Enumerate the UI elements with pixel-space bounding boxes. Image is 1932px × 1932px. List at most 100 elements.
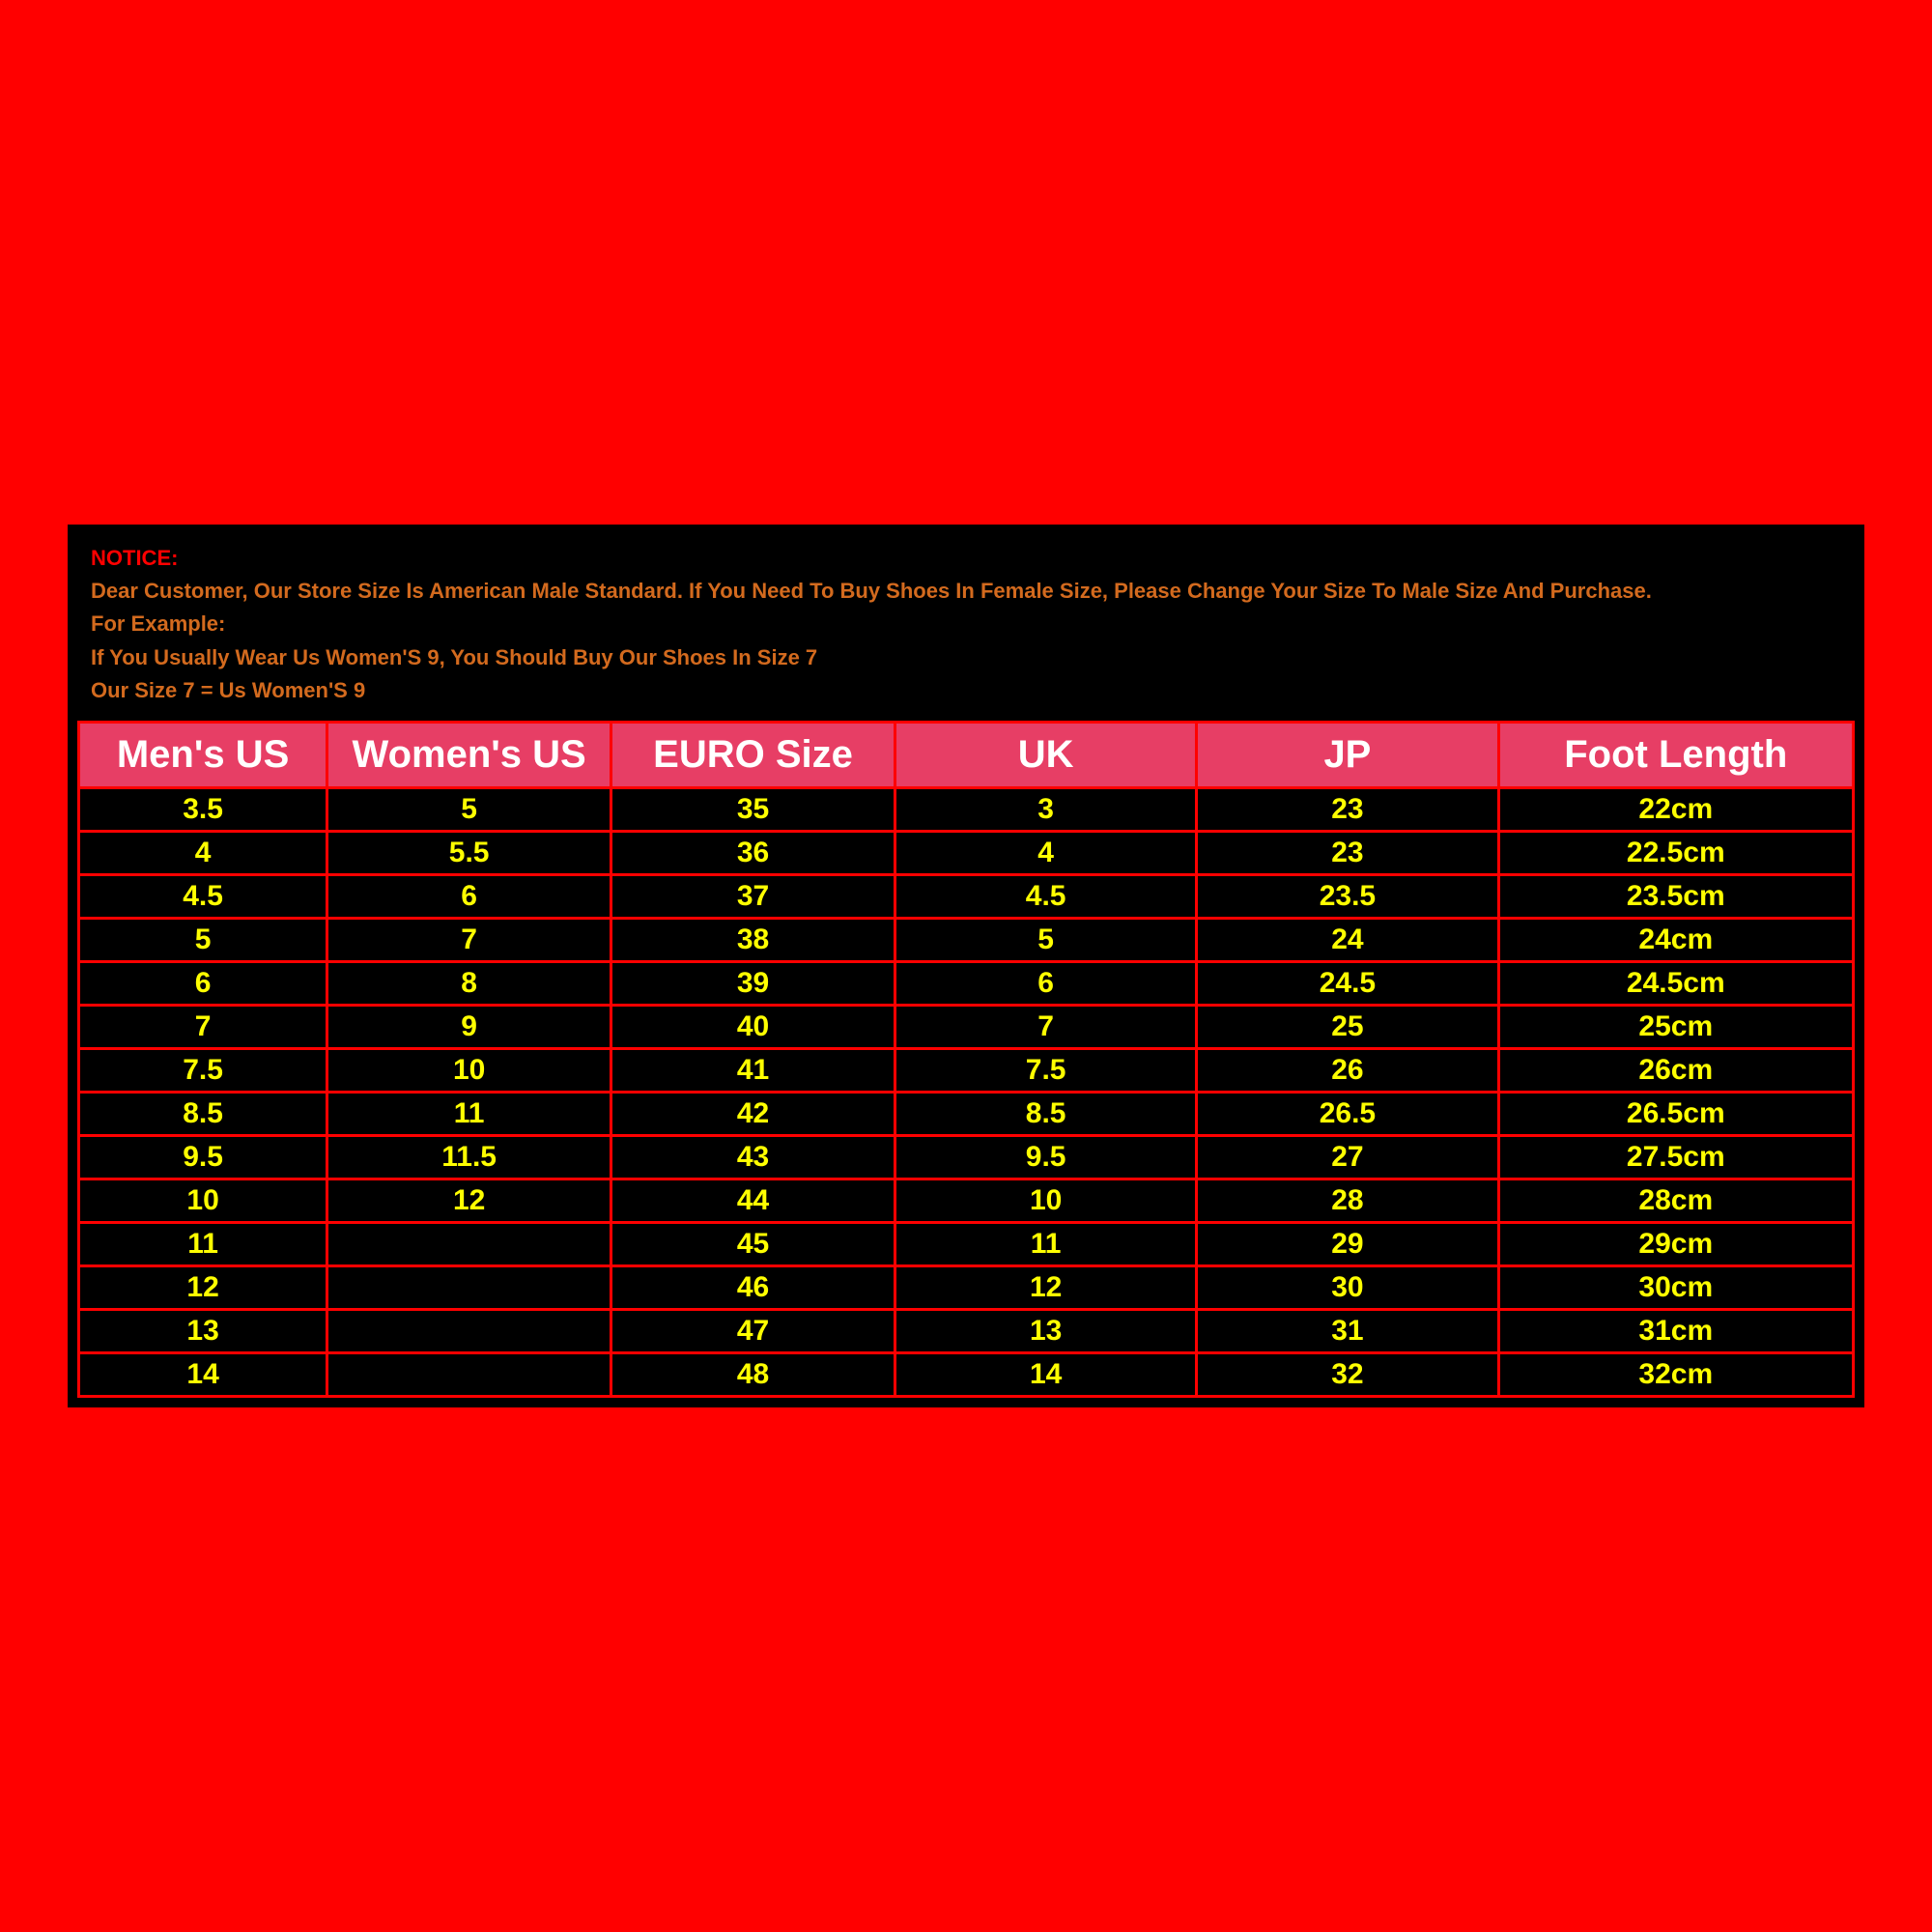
table-cell: 36 [611, 831, 895, 874]
table-cell: 24.5 [1197, 961, 1498, 1005]
table-cell: 4 [895, 831, 1196, 874]
table-row: 8.511428.526.526.5cm [79, 1092, 1854, 1135]
table-cell: 22.5cm [1498, 831, 1853, 874]
table-cell: 11.5 [327, 1135, 611, 1179]
table-cell: 8.5 [79, 1092, 327, 1135]
table-cell: 43 [611, 1135, 895, 1179]
table-row: 45.53642322.5cm [79, 831, 1854, 874]
table-row: 4.56374.523.523.5cm [79, 874, 1854, 918]
table-cell: 35 [611, 787, 895, 831]
table-cell: 9 [327, 1005, 611, 1048]
table-row: 7.510417.52626cm [79, 1048, 1854, 1092]
table-cell: 14 [895, 1352, 1196, 1396]
table-row: 1448143232cm [79, 1352, 1854, 1396]
table-cell [327, 1352, 611, 1396]
column-header: JP [1197, 722, 1498, 787]
table-cell: 25 [1197, 1005, 1498, 1048]
table-cell: 29 [1197, 1222, 1498, 1265]
table-cell: 30 [1197, 1265, 1498, 1309]
table-row: 573852424cm [79, 918, 1854, 961]
table-row: 6839624.524.5cm [79, 961, 1854, 1005]
table-row: 9.511.5439.52727.5cm [79, 1135, 1854, 1179]
table-cell: 48 [611, 1352, 895, 1396]
table-cell: 24 [1197, 918, 1498, 961]
table-cell: 25cm [1498, 1005, 1853, 1048]
column-header: Men's US [79, 722, 327, 787]
table-cell: 4 [79, 831, 327, 874]
table-cell: 4.5 [895, 874, 1196, 918]
table-cell: 23 [1197, 787, 1498, 831]
column-header: Foot Length [1498, 722, 1853, 787]
table-cell: 23 [1197, 831, 1498, 874]
table-cell: 9.5 [895, 1135, 1196, 1179]
table-cell: 3 [895, 787, 1196, 831]
table-cell: 13 [79, 1309, 327, 1352]
notice-block: NOTICE: Dear Customer, Our Store Size Is… [77, 542, 1855, 720]
table-cell: 26.5 [1197, 1092, 1498, 1135]
notice-line-5: Our Size 7 = Us Women'S 9 [91, 674, 1841, 707]
table-cell: 28cm [1498, 1179, 1853, 1222]
table-cell: 38 [611, 918, 895, 961]
table-cell: 31cm [1498, 1309, 1853, 1352]
table-cell: 13 [895, 1309, 1196, 1352]
column-header: UK [895, 722, 1196, 787]
table-cell: 46 [611, 1265, 895, 1309]
table-cell: 5 [79, 918, 327, 961]
table-cell: 24.5cm [1498, 961, 1853, 1005]
table-cell: 32 [1197, 1352, 1498, 1396]
table-cell: 40 [611, 1005, 895, 1048]
table-row: 1246123030cm [79, 1265, 1854, 1309]
table-cell: 7 [79, 1005, 327, 1048]
size-table-header-row: Men's USWomen's USEURO SizeUKJPFoot Leng… [79, 722, 1854, 787]
table-cell [327, 1309, 611, 1352]
size-chart-panel: NOTICE: Dear Customer, Our Store Size Is… [68, 525, 1864, 1406]
table-cell: 37 [611, 874, 895, 918]
table-cell: 28 [1197, 1179, 1498, 1222]
table-cell: 5 [327, 787, 611, 831]
table-cell: 5.5 [327, 831, 611, 874]
table-cell: 9.5 [79, 1135, 327, 1179]
table-cell: 39 [611, 961, 895, 1005]
table-cell: 32cm [1498, 1352, 1853, 1396]
table-cell: 44 [611, 1179, 895, 1222]
table-cell: 6 [895, 961, 1196, 1005]
table-cell: 47 [611, 1309, 895, 1352]
table-cell: 7.5 [79, 1048, 327, 1092]
table-row: 101244102828cm [79, 1179, 1854, 1222]
table-cell: 31 [1197, 1309, 1498, 1352]
table-row: 794072525cm [79, 1005, 1854, 1048]
table-cell: 24cm [1498, 918, 1853, 961]
table-cell: 42 [611, 1092, 895, 1135]
table-cell: 7 [327, 918, 611, 961]
size-table-head: Men's USWomen's USEURO SizeUKJPFoot Leng… [79, 722, 1854, 787]
table-cell: 10 [895, 1179, 1196, 1222]
size-table-body: 3.553532322cm45.53642322.5cm4.56374.523.… [79, 787, 1854, 1396]
notice-line-1: NOTICE: [91, 542, 1841, 575]
table-cell: 7 [895, 1005, 1196, 1048]
table-row: 1145112929cm [79, 1222, 1854, 1265]
table-row: 1347133131cm [79, 1309, 1854, 1352]
table-cell: 11 [327, 1092, 611, 1135]
table-cell: 11 [79, 1222, 327, 1265]
table-cell: 23.5 [1197, 874, 1498, 918]
table-cell: 8.5 [895, 1092, 1196, 1135]
table-cell: 29cm [1498, 1222, 1853, 1265]
table-cell: 6 [327, 874, 611, 918]
size-table: Men's USWomen's USEURO SizeUKJPFoot Leng… [77, 721, 1855, 1398]
table-cell: 8 [327, 961, 611, 1005]
column-header: EURO Size [611, 722, 895, 787]
table-cell: 23.5cm [1498, 874, 1853, 918]
column-header: Women's US [327, 722, 611, 787]
table-cell: 12 [327, 1179, 611, 1222]
table-cell: 3.5 [79, 787, 327, 831]
notice-line-2: Dear Customer, Our Store Size Is America… [91, 575, 1841, 608]
table-row: 3.553532322cm [79, 787, 1854, 831]
table-cell: 12 [895, 1265, 1196, 1309]
table-cell: 10 [327, 1048, 611, 1092]
table-cell: 26.5cm [1498, 1092, 1853, 1135]
table-cell: 22cm [1498, 787, 1853, 831]
table-cell: 10 [79, 1179, 327, 1222]
table-cell: 27.5cm [1498, 1135, 1853, 1179]
table-cell: 26cm [1498, 1048, 1853, 1092]
table-cell: 5 [895, 918, 1196, 961]
